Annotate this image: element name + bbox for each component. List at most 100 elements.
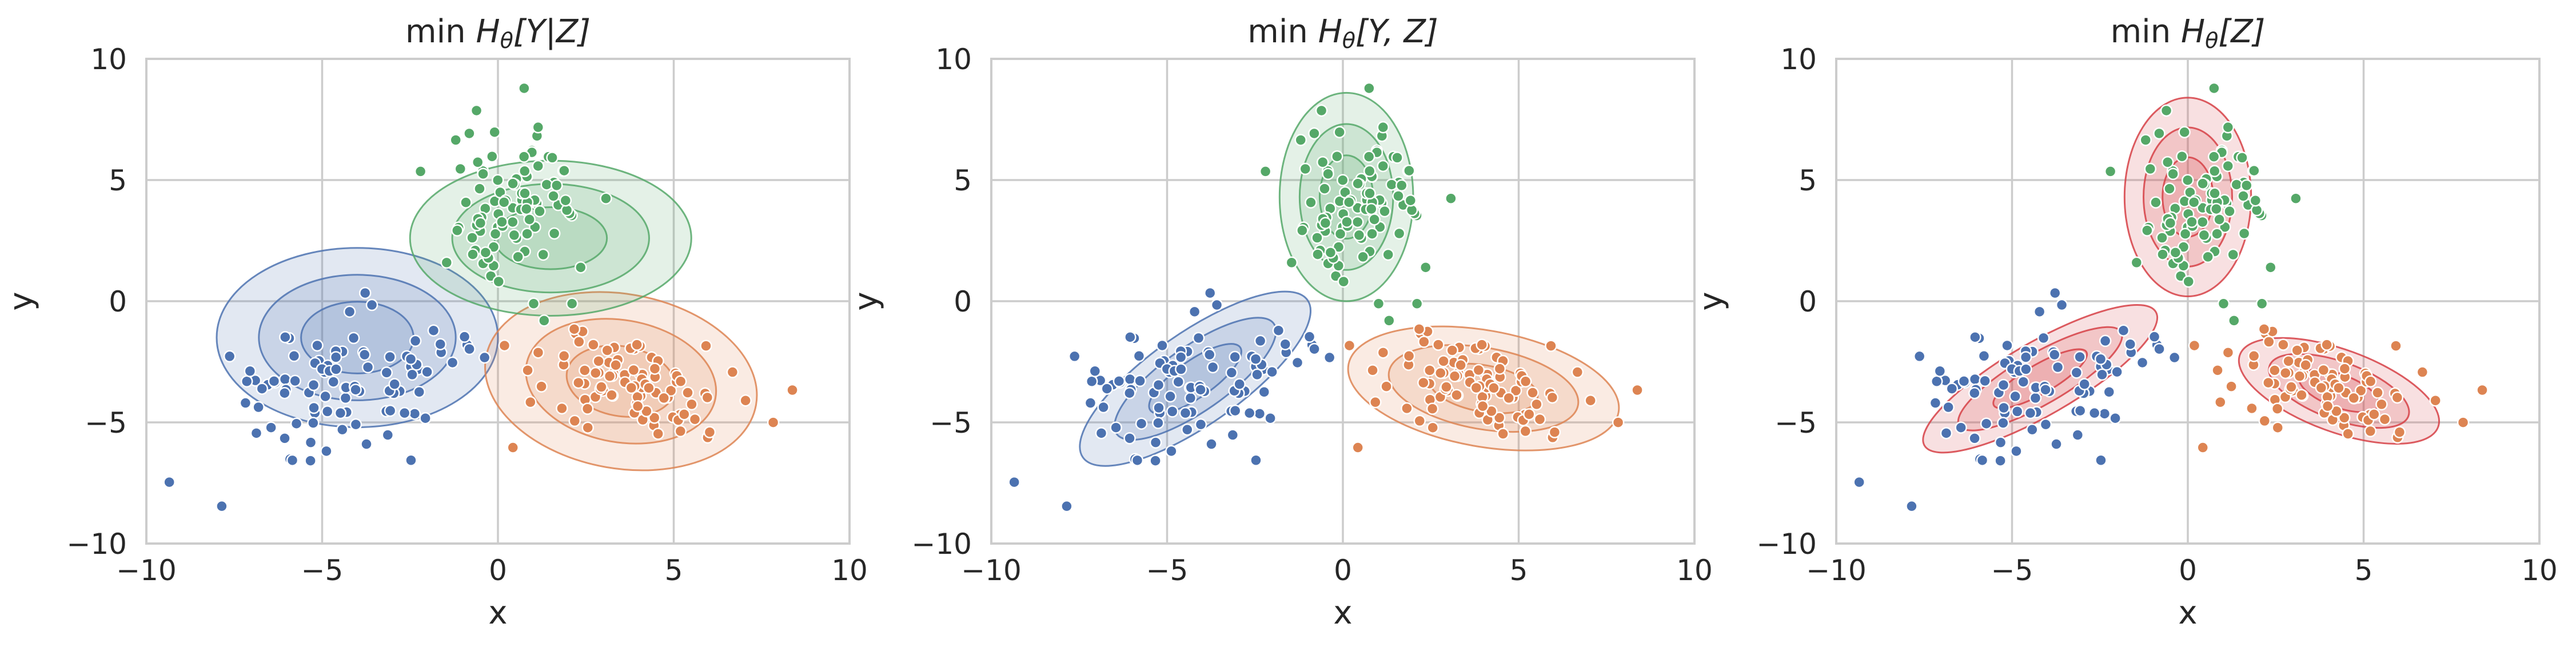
y-tick-label: 10 bbox=[90, 43, 127, 76]
point-orange bbox=[627, 364, 640, 377]
point-orange bbox=[1612, 416, 1625, 429]
point-blue bbox=[289, 374, 301, 388]
point-green bbox=[1372, 297, 1385, 310]
point-green bbox=[1331, 150, 1343, 163]
point-blue bbox=[250, 427, 263, 440]
point-orange bbox=[1523, 408, 1536, 421]
point-orange bbox=[2225, 380, 2238, 393]
point-blue bbox=[404, 353, 417, 365]
point-green bbox=[1308, 127, 1321, 140]
point-blue bbox=[1940, 427, 1953, 440]
point-green bbox=[2222, 121, 2235, 134]
point-green bbox=[2196, 177, 2209, 190]
point-orange bbox=[2214, 396, 2227, 409]
point-orange bbox=[1402, 350, 1415, 362]
point-green bbox=[559, 194, 572, 207]
point-green bbox=[2228, 314, 2240, 327]
point-blue bbox=[365, 298, 378, 311]
point-blue bbox=[1308, 342, 1321, 356]
x-tick-label: 10 bbox=[2521, 554, 2558, 587]
point-blue bbox=[1997, 378, 2010, 392]
point-orange bbox=[573, 336, 585, 348]
point-green bbox=[518, 165, 531, 178]
point-blue bbox=[278, 373, 292, 386]
point-blue bbox=[1955, 421, 1967, 434]
point-blue bbox=[1068, 350, 1081, 363]
point-green bbox=[449, 134, 462, 146]
point-blue bbox=[1968, 373, 1981, 386]
point-orange bbox=[2258, 414, 2271, 428]
point-green bbox=[2156, 231, 2168, 244]
y-tick-label: 10 bbox=[1780, 43, 1817, 76]
point-orange bbox=[767, 416, 780, 429]
point-blue bbox=[1251, 368, 1263, 381]
point-green bbox=[460, 196, 472, 209]
point-blue bbox=[1210, 298, 1223, 311]
point-orange bbox=[587, 338, 600, 351]
point-green bbox=[1368, 213, 1381, 226]
panel-title: min Hθ[Z] bbox=[2111, 13, 2266, 53]
point-blue bbox=[2019, 351, 2032, 364]
point-blue bbox=[1229, 350, 1241, 364]
point-orange bbox=[1476, 338, 1488, 351]
point-blue bbox=[1279, 338, 1292, 350]
point-green bbox=[451, 224, 464, 237]
x-axis-label: x bbox=[1333, 594, 1352, 632]
point-blue bbox=[1980, 417, 1993, 430]
point-blue bbox=[1164, 390, 1177, 403]
point-blue bbox=[1225, 366, 1238, 379]
point-orange bbox=[2271, 402, 2284, 415]
y-axis-label: y bbox=[848, 291, 885, 310]
x-tick-label: −5 bbox=[301, 554, 344, 587]
point-orange bbox=[674, 375, 687, 388]
point-green bbox=[2255, 297, 2268, 310]
point-orange bbox=[2315, 381, 2328, 394]
point-blue bbox=[1153, 401, 1165, 414]
point-orange bbox=[1454, 359, 1467, 372]
point-blue bbox=[2051, 361, 2064, 374]
point-orange bbox=[648, 412, 661, 424]
y-tick-label: −5 bbox=[1775, 406, 1817, 440]
point-green bbox=[2167, 167, 2179, 181]
point-green bbox=[2222, 159, 2234, 173]
point-blue bbox=[307, 378, 320, 392]
point-green bbox=[486, 150, 499, 163]
point-green bbox=[479, 246, 492, 259]
point-green bbox=[2196, 215, 2209, 229]
point-blue bbox=[380, 366, 393, 379]
point-blue bbox=[349, 384, 362, 396]
point-blue bbox=[1097, 401, 1110, 414]
y-tick-label: −10 bbox=[911, 528, 972, 561]
point-green bbox=[538, 314, 551, 327]
point-orange bbox=[681, 386, 694, 399]
point-orange bbox=[1530, 398, 1543, 411]
point-green bbox=[2202, 250, 2214, 263]
point-blue bbox=[1913, 350, 1926, 363]
point-green bbox=[2213, 213, 2226, 226]
point-green bbox=[2176, 150, 2188, 163]
point-blue bbox=[1131, 454, 1144, 467]
point-green bbox=[2217, 297, 2230, 310]
point-green bbox=[521, 227, 533, 240]
point-green bbox=[2227, 248, 2239, 261]
point-orange bbox=[2320, 338, 2333, 351]
point-orange bbox=[1417, 376, 1430, 389]
point-green bbox=[1294, 134, 1307, 146]
point-orange bbox=[572, 376, 585, 389]
point-orange bbox=[631, 400, 644, 413]
point-orange bbox=[1571, 366, 1584, 378]
y-tick-label: 0 bbox=[109, 285, 127, 318]
point-blue bbox=[239, 397, 252, 409]
point-blue bbox=[2048, 286, 2061, 299]
point-green bbox=[1445, 192, 1457, 205]
point-blue bbox=[2050, 438, 2063, 450]
point-orange bbox=[2222, 346, 2235, 359]
point-blue bbox=[2103, 386, 2116, 398]
point-blue bbox=[1969, 331, 1981, 344]
point-green bbox=[2160, 104, 2173, 117]
point-green bbox=[1391, 151, 1403, 164]
point-orange bbox=[1418, 336, 1430, 348]
point-green bbox=[520, 202, 533, 215]
point-green bbox=[2264, 261, 2277, 274]
point-orange bbox=[625, 381, 638, 394]
